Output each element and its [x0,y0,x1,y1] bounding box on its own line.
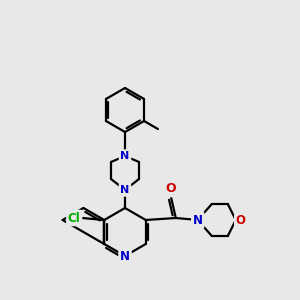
Text: O: O [236,214,246,226]
Text: N: N [120,151,130,161]
Text: Cl: Cl [68,212,81,224]
Text: N: N [120,185,130,195]
Text: N: N [193,214,203,226]
Text: N: N [120,250,130,262]
Text: O: O [166,182,176,196]
